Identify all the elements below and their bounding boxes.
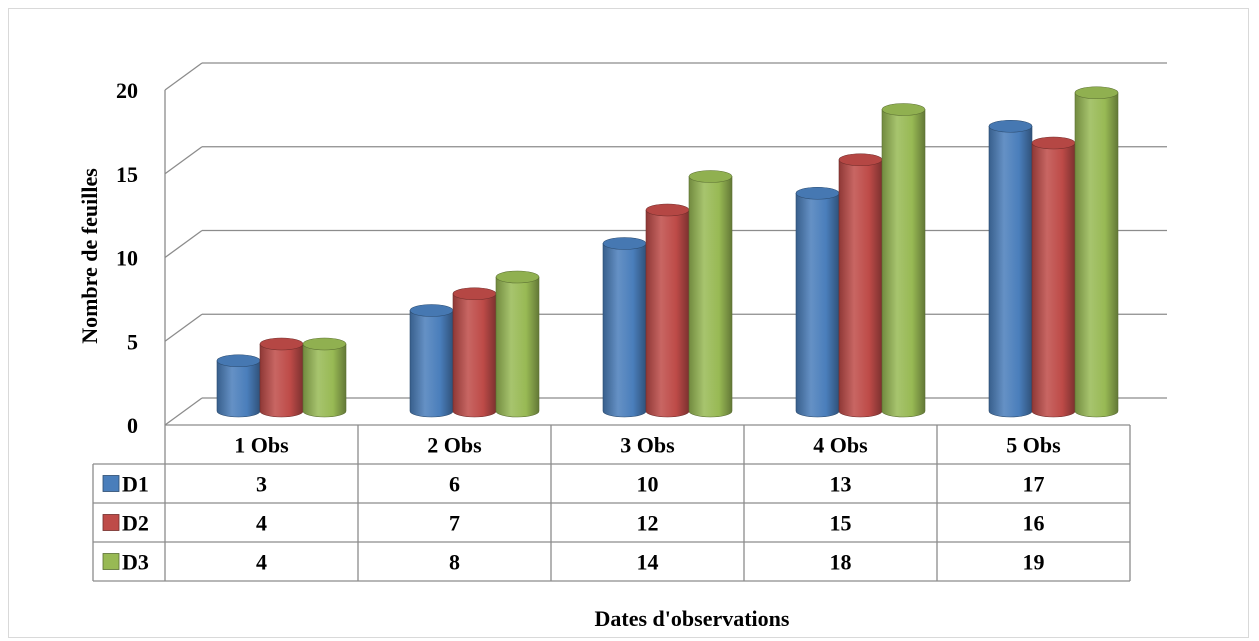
bar-d2-5 [1031, 136, 1076, 418]
y-axis-label: Nombre de feuilles [77, 168, 102, 344]
bar-d1-1 [216, 354, 261, 418]
series-label: D1 [122, 472, 149, 497]
gridline-side [164, 229, 203, 259]
data-label: 8 [449, 550, 460, 575]
y-tick-label: 10 [116, 246, 138, 271]
gridline-side [164, 397, 203, 426]
legend-key-d2 [102, 514, 120, 531]
bar-d3-4 [881, 103, 926, 418]
data-label: 6 [449, 472, 460, 497]
y-tick-label: 20 [116, 78, 138, 103]
category-label: 4 Obs [813, 433, 868, 458]
series-label: D3 [122, 550, 149, 575]
legend-key-d3 [102, 553, 120, 570]
data-label: 7 [449, 511, 460, 536]
gridline-side [164, 146, 203, 175]
gridline-side [164, 313, 203, 342]
data-label: 18 [830, 550, 852, 575]
category-label: 1 Obs [234, 433, 289, 458]
bar-d3-3 [688, 170, 733, 418]
y-tick-label: 0 [127, 413, 138, 438]
bar-d2-4 [838, 153, 883, 418]
category-label: 5 Obs [1006, 433, 1061, 458]
bar-d1-5 [988, 119, 1033, 418]
data-label: 3 [256, 472, 267, 497]
category-label: 3 Obs [620, 433, 675, 458]
data-label: 4 [256, 511, 267, 536]
bar-d1-2 [409, 304, 454, 418]
x-axis-label: Dates d'observations [595, 606, 790, 631]
bar-d2-1 [259, 337, 304, 418]
y-tick-label: 15 [116, 162, 138, 187]
data-label: 4 [256, 550, 267, 575]
data-label: 15 [830, 511, 852, 536]
bar-d1-3 [602, 237, 647, 418]
bars [216, 86, 1119, 418]
data-label: 12 [637, 511, 659, 536]
data-label: 10 [637, 472, 659, 497]
data-table: 1 Obs 2 Obs 3 Obs 4 Obs 5 Obs D1 3 6 10 13 17 D2 4 7 1… [92, 424, 1131, 582]
gridline-side [164, 62, 203, 91]
bar-d2-2 [452, 287, 497, 418]
bar-d1-4 [795, 186, 840, 418]
data-label: 17 [1023, 472, 1045, 497]
bar-d3-1 [302, 337, 347, 418]
bar-d2-3 [645, 203, 690, 418]
y-axis-ticks: 0 5 10 15 20 [116, 78, 138, 438]
data-label: 13 [830, 472, 852, 497]
bar-d3-5 [1074, 86, 1119, 418]
legend-key-d1 [102, 475, 120, 492]
data-label: 16 [1023, 511, 1045, 536]
bar-d3-2 [495, 270, 540, 418]
data-label: 19 [1023, 550, 1045, 575]
category-label: 2 Obs [427, 433, 482, 458]
y-tick-label: 5 [127, 329, 138, 354]
data-label: 14 [637, 550, 659, 575]
series-label: D2 [122, 511, 149, 536]
